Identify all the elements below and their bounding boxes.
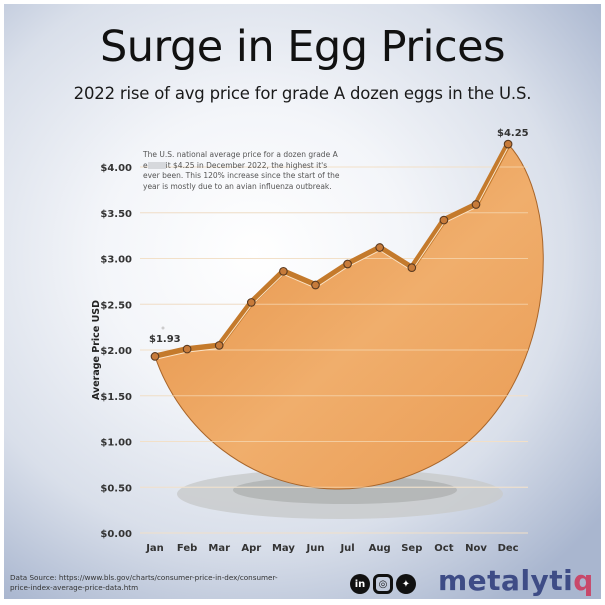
x-tick-label: Jul bbox=[339, 543, 354, 554]
x-tick-label: Jan bbox=[145, 543, 164, 554]
data-source-label: Data Source: bbox=[10, 573, 57, 582]
x-tick-label: Nov bbox=[465, 543, 487, 554]
brand-wordmark-end: q bbox=[573, 564, 594, 597]
metalytiq-logo: metalytiq bbox=[438, 564, 594, 597]
data-point-jul bbox=[343, 259, 352, 269]
data-label-jan: $1.93 bbox=[149, 334, 181, 345]
data-point-feb bbox=[182, 344, 192, 354]
x-axis-ticks: Jan Feb Mar Apr May Jun Jul Aug Sep Oct Nov Dec bbox=[145, 543, 518, 554]
brand-wordmark: metalyti bbox=[438, 564, 574, 597]
x-tick-label: Mar bbox=[208, 543, 230, 554]
annotation-line-1: The U.S. national average price for a do… bbox=[143, 150, 338, 159]
y-tick-label: $3.50 bbox=[100, 209, 132, 220]
data-markers bbox=[150, 139, 513, 361]
redacted-word bbox=[147, 162, 166, 170]
price-line-highlight bbox=[154, 146, 509, 360]
jan-label-marker bbox=[161, 326, 165, 330]
price-line bbox=[154, 142, 511, 360]
data-point-oct bbox=[439, 215, 449, 225]
y-tick-label: $2.00 bbox=[100, 346, 132, 357]
chart-annotation: The U.S. national average price for a do… bbox=[143, 150, 373, 192]
data-point-jun bbox=[311, 280, 320, 290]
data-point-apr bbox=[246, 298, 256, 307]
x-tick-label: Sep bbox=[401, 543, 422, 554]
annotation-line-2-prefix: e bbox=[143, 160, 148, 170]
x-tick-label: Dec bbox=[498, 543, 519, 554]
data-source-link[interactable]: https://www.bls.gov/charts/consumer-pric… bbox=[10, 573, 278, 592]
annotation-line-2-suffix: it $4.25 in December 2022, the highest i… bbox=[165, 160, 328, 170]
annotation-line-2: e it $4.25 in December 2022, the highest … bbox=[143, 161, 373, 172]
social-icons: in ◎ ✦ bbox=[350, 574, 416, 594]
chart-subtitle: 2022 rise of avg price for grade A dozen… bbox=[73, 84, 532, 103]
annotation-line-3: ever been. This 120% increase since the … bbox=[143, 171, 340, 181]
y-tick-label: $1.00 bbox=[100, 438, 132, 449]
y-tick-label: $0.00 bbox=[100, 529, 132, 540]
y-axis-title: Average Price USD bbox=[91, 300, 102, 400]
data-point-mar bbox=[214, 341, 224, 350]
x-tick-label: Jun bbox=[306, 543, 325, 554]
x-tick-label: May bbox=[272, 543, 295, 554]
y-tick-label: $0.50 bbox=[100, 483, 132, 494]
y-tick-label: $4.00 bbox=[100, 163, 132, 174]
y-axis-ticks: $0.00 $0.50 $1.00 $1.50 $2.00 $2.50 $3.00 $3.50… bbox=[100, 163, 132, 540]
egg-area-fill bbox=[154, 143, 544, 490]
chart-title: Surge in Egg Prices bbox=[100, 22, 505, 72]
x-tick-label: Oct bbox=[434, 543, 453, 554]
twitter-icon[interactable]: ✦ bbox=[396, 574, 416, 594]
gridlines-overlay bbox=[140, 166, 528, 534]
y-tick-label: $2.50 bbox=[100, 300, 132, 311]
data-point-jan bbox=[150, 352, 160, 361]
x-tick-label: Aug bbox=[369, 543, 391, 554]
y-tick-label: $3.00 bbox=[100, 255, 132, 266]
linkedin-icon[interactable]: in bbox=[350, 574, 370, 594]
y-tick-label: $1.50 bbox=[100, 392, 132, 403]
data-point-may bbox=[279, 266, 288, 276]
annotation-line-4: year is mostly due to an avian influenza… bbox=[143, 181, 332, 191]
x-tick-label: Apr bbox=[241, 543, 261, 554]
data-point-sep bbox=[407, 263, 417, 273]
instagram-icon[interactable]: ◎ bbox=[373, 574, 393, 594]
data-point-aug bbox=[375, 243, 385, 252]
data-point-nov bbox=[471, 200, 481, 209]
x-tick-label: Feb bbox=[177, 543, 197, 554]
data-point-dec bbox=[503, 139, 513, 149]
data-source: Data Source: https://www.bls.gov/charts/… bbox=[10, 573, 290, 593]
data-label-dec: $4.25 bbox=[497, 128, 529, 139]
